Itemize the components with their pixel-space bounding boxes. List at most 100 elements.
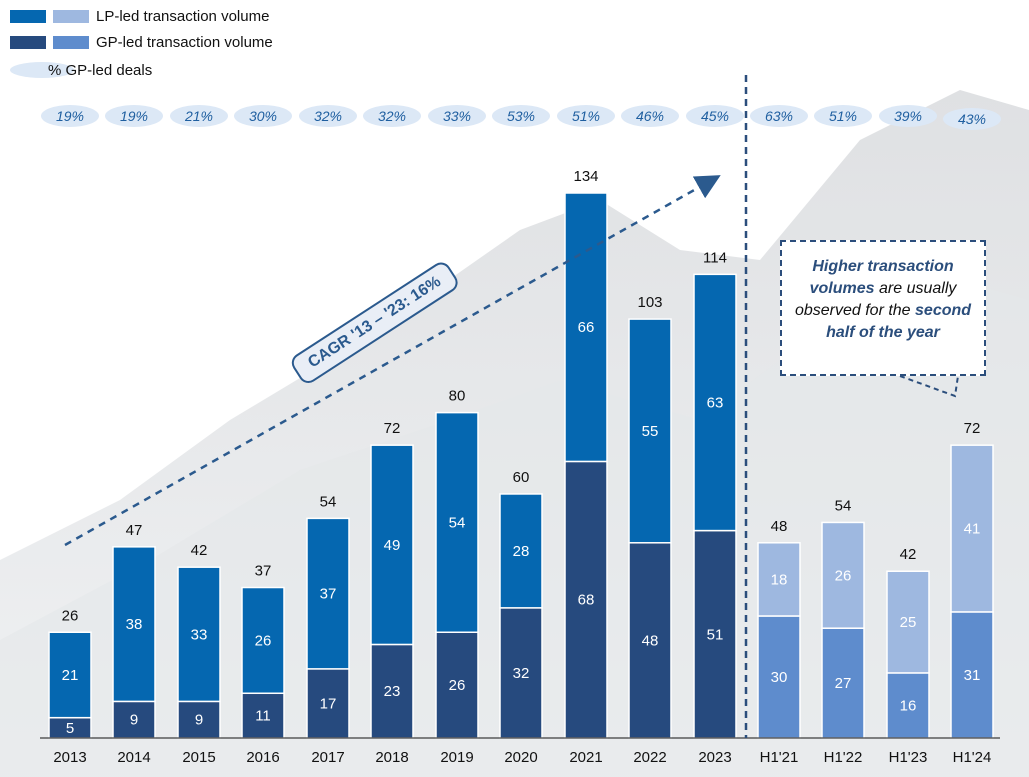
label-lp-H1'24: 41 [964, 521, 981, 538]
x-label-H1'22: H1'22 [824, 749, 863, 766]
pct-label-H1'22: 51% [829, 108, 857, 124]
label-gp-H1'21: 30 [771, 669, 788, 686]
bar-lp-2022 [628, 318, 672, 544]
label-gp-2013: 5 [66, 720, 74, 737]
pct-label-2013: 19% [56, 108, 84, 124]
pct-ellipse-2018 [363, 105, 421, 127]
legend-lp-swatch-half [53, 10, 89, 23]
legend-gp-swatch-full [10, 36, 46, 49]
total-2016: 37 [255, 563, 272, 580]
pct-ellipse-2015 [170, 105, 228, 127]
total-2018: 72 [384, 420, 401, 437]
pct-gp-led-row: 19% 19% 21% 30% 32% 32% 33% 53% 51% 46% 45% 63% 51% 3… [41, 105, 1001, 130]
legend-gp-label: GP-led transaction volume [96, 34, 273, 51]
pct-ellipse-2020 [492, 105, 550, 127]
x-label-2017: 2017 [311, 749, 344, 766]
x-axis-labels: 2013 2014 2015 2016 2017 2018 2019 2020 2021 2022… [53, 749, 991, 766]
bar-gp-2021 [564, 460, 608, 739]
x-label-2013: 2013 [53, 749, 86, 766]
bar-lp-2016 [241, 586, 285, 695]
label-gp-2019: 26 [449, 677, 466, 694]
label-gp-2017: 17 [320, 695, 337, 712]
bar-gp-H1'22 [821, 627, 865, 739]
label-lp-H1'22: 26 [835, 567, 852, 584]
total-2019: 80 [449, 388, 466, 405]
callout-bold-2: second half of the year [826, 302, 972, 341]
bar-lp-2013 [48, 631, 92, 719]
cagr-arrow [64, 175, 721, 547]
legend-lp-swatch-full [10, 10, 46, 23]
bars: 5 21 26 9 38 47 9 33 42 11 26 37 17 37 54 23 49 72 26 54 80 3… [48, 168, 994, 739]
bar-gp-2017 [306, 668, 350, 739]
bar-lp-H1'21 [757, 542, 801, 617]
bar-gp-2023 [693, 529, 737, 739]
pct-ellipse-2016 [234, 105, 292, 127]
label-gp-2020: 32 [513, 665, 530, 682]
total-H1'23: 42 [900, 546, 917, 563]
x-label-2022: 2022 [633, 749, 666, 766]
label-gp-2022: 48 [642, 632, 659, 649]
pct-label-2019: 33% [443, 108, 471, 124]
pct-label-2020: 53% [507, 108, 535, 124]
label-lp-2015: 33 [191, 626, 208, 643]
total-2023: 114 [703, 249, 727, 266]
pct-ellipse-H1'24 [943, 108, 1001, 130]
bar-lp-2017 [306, 517, 350, 670]
x-label-H1'21: H1'21 [760, 749, 799, 766]
legend-lp-label: LP-led transaction volume [96, 8, 270, 25]
label-gp-2016: 11 [255, 708, 271, 725]
x-label-H1'24: H1'24 [953, 749, 992, 766]
callout-bold-1: Higher transaction volumes [809, 258, 954, 297]
bar-gp-2020 [499, 607, 543, 739]
total-H1'24: 72 [964, 420, 981, 437]
bar-lp-2014 [112, 546, 156, 703]
bar-lp-H1'24 [950, 444, 994, 613]
x-label-2018: 2018 [375, 749, 408, 766]
label-lp-H1'23: 25 [900, 614, 917, 631]
callout-pointer [899, 375, 959, 398]
label-lp-2013: 21 [62, 667, 79, 684]
total-2021: 134 [573, 168, 598, 185]
bar-gp-2019 [435, 631, 479, 739]
label-gp-2015: 9 [195, 712, 203, 729]
pct-label-H1'24: 43% [958, 111, 986, 127]
total-2013: 26 [62, 607, 79, 624]
label-lp-2022: 55 [642, 423, 659, 440]
pct-label-H1'23: 39% [894, 108, 922, 124]
total-2020: 60 [513, 469, 530, 486]
pct-label-2021: 51% [572, 108, 600, 124]
pct-label-2016: 30% [249, 108, 277, 124]
pct-label-2018: 32% [378, 108, 406, 124]
pct-ellipse-H1'21 [750, 105, 808, 127]
label-lp-2018: 49 [384, 537, 401, 554]
pct-label-2023: 45% [701, 108, 729, 124]
total-2014: 47 [126, 522, 143, 539]
bar-lp-2019 [435, 411, 479, 634]
x-label-H1'23: H1'23 [889, 749, 928, 766]
legend-pct-ellipse [10, 62, 74, 78]
pct-label-H1'21: 63% [765, 108, 793, 124]
total-H1'22: 54 [835, 497, 852, 514]
bar-lp-H1'22 [821, 521, 865, 629]
label-lp-H1'21: 18 [771, 571, 788, 588]
pct-ellipse-2021 [557, 105, 615, 127]
callout-box: Higher transaction volumes are usually o… [780, 240, 986, 376]
bar-lp-2020 [499, 493, 543, 609]
label-lp-2023: 63 [707, 394, 724, 411]
pct-ellipse-2023 [686, 105, 744, 127]
label-gp-2023: 51 [707, 626, 724, 643]
label-lp-2014: 38 [126, 616, 143, 633]
pct-label-2015: 21% [184, 108, 213, 124]
pct-ellipse-2014 [105, 105, 163, 127]
x-label-2020: 2020 [504, 749, 537, 766]
x-label-2023: 2023 [698, 749, 731, 766]
x-label-2019: 2019 [440, 749, 473, 766]
pct-ellipse-2022 [621, 105, 679, 127]
label-gp-2018: 23 [384, 683, 401, 700]
label-gp-2021: 68 [578, 592, 595, 609]
pct-ellipse-2017 [299, 105, 357, 127]
pct-label-2022: 46% [636, 108, 664, 124]
pct-ellipse-H1'22 [814, 105, 872, 127]
legend-gp-swatch-half [53, 36, 89, 49]
label-lp-2021: 66 [578, 319, 595, 336]
